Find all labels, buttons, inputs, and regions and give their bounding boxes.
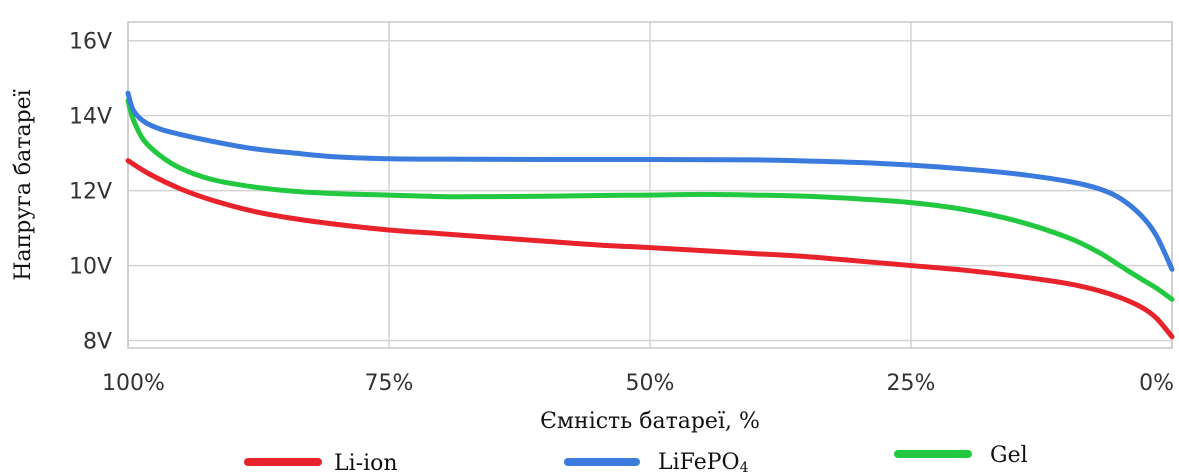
- y-tick-label: 12V: [69, 180, 112, 205]
- x-axis-ticks: 100% 75% 50% 25% 0%: [102, 371, 1174, 396]
- grid: [127, 22, 1173, 348]
- plot-area-frame: [127, 21, 1173, 349]
- legend-label-lifepo4: LiFePO4: [658, 450, 749, 475]
- series-line-gel: [125, 98, 1175, 302]
- legend-label-gel: Gel: [990, 443, 1028, 468]
- legend-label-li-ion: Li-ion: [334, 451, 398, 475]
- y-tick-label: 14V: [69, 105, 112, 130]
- x-tick-label: 0%: [1139, 371, 1174, 396]
- x-tick-label: 25%: [887, 371, 936, 396]
- legend: Li-ion LiFePO4 Gel: [244, 443, 1028, 475]
- x-tick-label: 100%: [102, 371, 165, 396]
- series-line-lifepo4: [125, 90, 1175, 272]
- x-tick-label: 75%: [365, 371, 414, 396]
- y-tick-label: 10V: [69, 255, 112, 280]
- y-axis-ticks: 16V 14V 12V 10V 8V: [69, 30, 112, 355]
- series-lines: [125, 90, 1175, 340]
- x-axis-title: Ємність батареї, %: [540, 409, 760, 434]
- y-tick-label: 8V: [83, 330, 112, 355]
- series-line-li-ion: [125, 158, 1175, 340]
- y-tick-label: 16V: [69, 30, 112, 55]
- x-tick-label: 50%: [626, 371, 675, 396]
- y-axis-title: Напруга батареї: [11, 89, 36, 280]
